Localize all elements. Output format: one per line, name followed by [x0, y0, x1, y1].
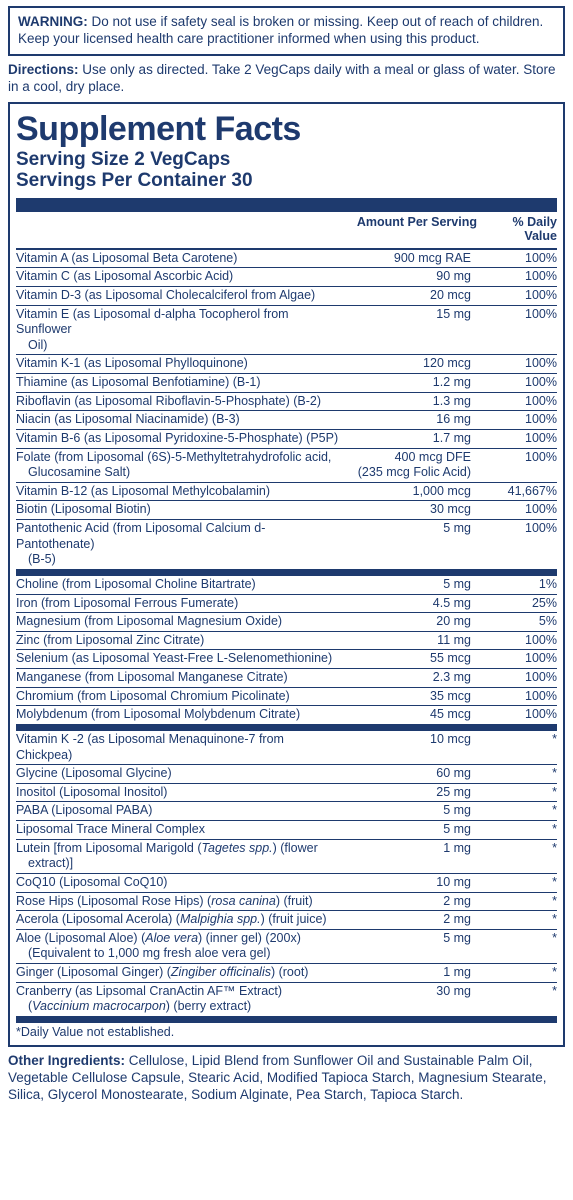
warning-text: Do not use if safety seal is broken or m… [18, 14, 543, 46]
table-row: Glycine (Liposomal Glycine)60 mg* [16, 765, 557, 784]
table-row: Folate (from Liposomal (6S)-5-Methyltetr… [16, 449, 557, 483]
table-row: Liposomal Trace Mineral Complex5 mg* [16, 821, 557, 840]
table-row: Molybdenum (from Liposomal Molybdenum Ci… [16, 706, 557, 725]
table-row: Vitamin A (as Liposomal Beta Carotene)90… [16, 250, 557, 269]
table-row: Magnesium (from Liposomal Magnesium Oxid… [16, 613, 557, 632]
dv-note: *Daily Value not established. [16, 1017, 557, 1043]
facts-title: Supplement Facts [16, 110, 557, 149]
table-row: Rose Hips (Liposomal Rose Hips) (rosa ca… [16, 893, 557, 912]
table-row: CoQ10 (Liposomal CoQ10)10 mg* [16, 874, 557, 893]
table-row: Iron (from Liposomal Ferrous Fumerate)4.… [16, 595, 557, 614]
table-row: PABA (Liposomal PABA)5 mg* [16, 802, 557, 821]
table-row: Selenium (as Liposomal Yeast-Free L-Sele… [16, 650, 557, 669]
other-ingredients: Other Ingredients: Cellulose, Lipid Blen… [8, 1053, 565, 1104]
directions-label: Directions: [8, 62, 79, 77]
other-ingredients-label: Other Ingredients: [8, 1053, 125, 1068]
serving-size: Serving Size 2 VegCaps [16, 149, 557, 171]
table-header: Amount Per Serving % Daily Value [16, 214, 557, 250]
directions: Directions: Use only as directed. Take 2… [8, 62, 565, 96]
warning-box: WARNING: Do not use if safety seal is br… [8, 6, 565, 56]
table-row: Riboflavin (as Liposomal Riboflavin-5-Ph… [16, 393, 557, 412]
facts-section-3: Vitamin K -2 (as Liposomal Menaquinone-7… [16, 725, 557, 1017]
table-row: Vitamin E (as Liposomal d-alpha Tocopher… [16, 306, 557, 356]
table-row: Zinc (from Liposomal Zinc Citrate)11 mg1… [16, 632, 557, 651]
table-row: Vitamin K-1 (as Liposomal Phylloquinone)… [16, 355, 557, 374]
facts-section-1: Vitamin A (as Liposomal Beta Carotene)90… [16, 250, 557, 570]
table-row: Inositol (Liposomal Inositol)25 mg* [16, 784, 557, 803]
table-row: Vitamin B-12 (as Liposomal Methylcobalam… [16, 483, 557, 502]
servings-per-container: Servings Per Container 30 [16, 170, 557, 192]
table-row: Lutein [from Liposomal Marigold (Tagetes… [16, 840, 557, 874]
table-row: Choline (from Liposomal Choline Bitartra… [16, 576, 557, 595]
table-row: Niacin (as Liposomal Niacinamide) (B-3)1… [16, 411, 557, 430]
table-row: Manganese (from Liposomal Manganese Citr… [16, 669, 557, 688]
facts-section-2: Choline (from Liposomal Choline Bitartra… [16, 570, 557, 725]
table-row: Vitamin C (as Liposomal Ascorbic Acid)90… [16, 268, 557, 287]
table-row: Vitamin B-6 (as Liposomal Pyridoxine-5-P… [16, 430, 557, 449]
table-row: Thiamine (as Liposomal Benfotiamine) (B-… [16, 374, 557, 393]
table-row: Pantothenic Acid (from Liposomal Calcium… [16, 520, 557, 570]
table-row: Aloe (Liposomal Aloe) (Aloe vera) (inner… [16, 930, 557, 964]
supplement-facts-panel: Supplement Facts Serving Size 2 VegCaps … [8, 102, 565, 1047]
warning-label: WARNING: [18, 14, 88, 29]
table-row: Vitamin K -2 (as Liposomal Menaquinone-7… [16, 731, 557, 765]
table-row: Cranberry (as Lipsomal CranActin AF™ Ext… [16, 983, 557, 1017]
divider [16, 198, 557, 212]
header-dv: % Daily Value [477, 216, 557, 244]
header-amount: Amount Per Serving [347, 216, 477, 244]
directions-text: Use only as directed. Take 2 VegCaps dai… [8, 62, 556, 94]
table-row: Acerola (Liposomal Acerola) (Malpighia s… [16, 911, 557, 930]
table-row: Biotin (Liposomal Biotin)30 mcg100% [16, 501, 557, 520]
table-row: Ginger (Liposomal Ginger) (Zingiber offi… [16, 964, 557, 983]
table-row: Vitamin D-3 (as Liposomal Cholecalcifero… [16, 287, 557, 306]
table-row: Chromium (from Liposomal Chromium Picoli… [16, 688, 557, 707]
